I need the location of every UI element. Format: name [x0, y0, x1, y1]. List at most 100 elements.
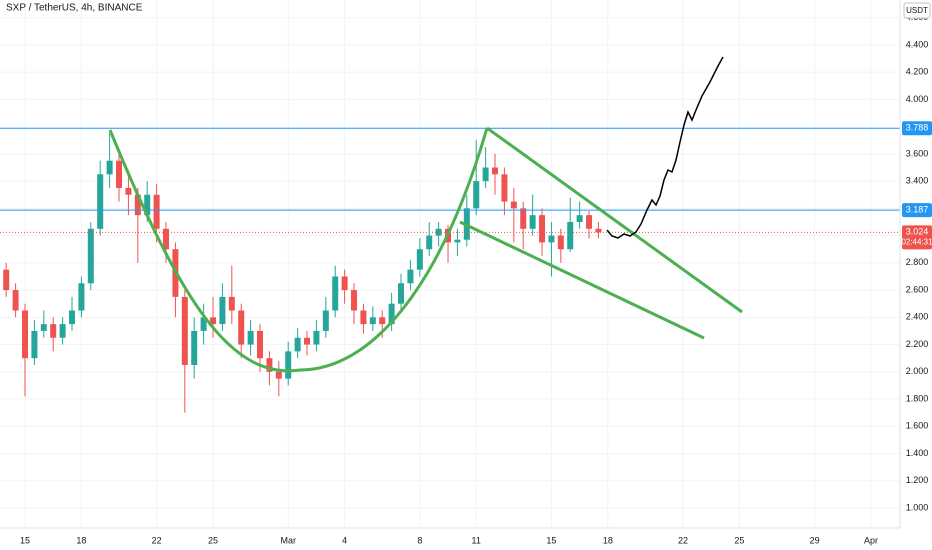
candle-body: [134, 194, 141, 216]
x-tick-label: 15: [546, 535, 556, 545]
candle-body: [106, 160, 113, 175]
candle-body: [482, 167, 489, 182]
x-tick-label: 25: [734, 535, 744, 545]
y-tick-label: 1.800: [906, 393, 929, 403]
candle-body: [454, 239, 461, 243]
candle-body: [191, 330, 198, 365]
candle-body: [379, 317, 386, 325]
chart-title: SXP / TetherUS, 4h, BINANCE: [6, 3, 143, 14]
projection: [606, 56, 724, 239]
candle-body: [501, 174, 508, 202]
y-tick-label: 1.200: [906, 475, 929, 485]
candle-body: [266, 358, 273, 372]
candle-body: [210, 317, 217, 325]
price-label: 3.788: [906, 123, 929, 133]
candle-body: [492, 167, 499, 175]
candle-body: [12, 290, 19, 311]
y-tick-label: 1.400: [906, 448, 929, 458]
y-tick-label: 3.600: [906, 148, 929, 158]
candle-body: [294, 337, 301, 352]
y-tick-label: 4.000: [906, 94, 929, 104]
x-tick-label: 15: [20, 535, 30, 545]
price-label-box: [902, 121, 932, 136]
candles: [0, 127, 900, 413]
candle-body: [510, 201, 517, 209]
x-tick-label: 8: [417, 535, 422, 545]
y-tick-label: 2.200: [906, 339, 929, 349]
y-axis-label: USDT: [906, 6, 928, 15]
candle-body: [116, 160, 123, 188]
candle-body: [40, 324, 47, 331]
candle-body: [153, 194, 160, 229]
candle-body: [200, 317, 207, 331]
last-price-label: 3.024: [906, 227, 929, 237]
candle-body: [97, 174, 104, 229]
y-tick-label: 2.400: [906, 312, 929, 322]
last-price-box: [902, 225, 932, 250]
x-tick-label: Mar: [280, 535, 296, 545]
candle-body: [304, 337, 311, 345]
candle-body: [548, 235, 555, 243]
x-tick-label: Apr: [864, 535, 878, 545]
x-tick-label: 25: [208, 535, 218, 545]
candle-body: [125, 187, 132, 195]
y-tick-label: 4.200: [906, 67, 929, 77]
candle-body: [247, 330, 254, 345]
cup-curve: [108, 127, 489, 373]
y-tick-label: 2.600: [906, 284, 929, 294]
candle-body: [275, 371, 282, 379]
candle-body: [238, 310, 245, 345]
x-tick-label: 11: [472, 535, 481, 545]
candle-body: [520, 208, 527, 229]
candle-body: [50, 324, 57, 338]
candle-body: [31, 330, 38, 359]
candle-body: [163, 228, 170, 250]
candle-body: [3, 269, 10, 291]
drawings: [108, 56, 743, 373]
candle-body: [59, 324, 66, 338]
candle-body: [473, 181, 480, 209]
candle-body: [332, 276, 339, 311]
x-tick-label: 18: [76, 535, 86, 545]
candle-body: [285, 351, 292, 379]
countdown-label: 02:44:31: [901, 237, 932, 246]
candle-body: [144, 194, 151, 216]
candle-body: [87, 228, 94, 284]
x-tick-label: 22: [678, 535, 688, 545]
x-tick-label: 18: [603, 535, 613, 545]
candle-body: [567, 221, 574, 250]
trend-line: [459, 220, 705, 340]
y-tick-label: 4.400: [906, 39, 929, 49]
y-tick-label: 2.000: [906, 366, 929, 376]
candle-body: [529, 215, 536, 229]
candle-body: [595, 228, 602, 233]
candle-body: [416, 249, 423, 270]
candle-body: [219, 296, 226, 325]
price-label: 3.187: [906, 205, 929, 215]
candle-body: [69, 310, 76, 325]
candle-body: [388, 303, 395, 325]
x-tick-label: 29: [810, 535, 820, 545]
candle-body: [360, 310, 367, 325]
unit-box: [903, 2, 931, 19]
y-tick-label: 1.600: [906, 421, 929, 431]
candle-body: [576, 215, 583, 222]
candle-body: [398, 283, 405, 304]
candle-body: [539, 215, 546, 243]
candle-body: [426, 235, 433, 250]
candle-body: [586, 215, 593, 229]
candle-body: [341, 276, 348, 291]
price-label-box: [902, 203, 932, 218]
candle-body: [228, 296, 235, 311]
x-tick-label: 4: [342, 535, 347, 545]
candle-body: [407, 269, 414, 284]
y-tick-label: 3.400: [906, 176, 929, 186]
trend-line: [486, 126, 743, 314]
y-tick-label: 1.000: [906, 502, 929, 512]
candle-body: [257, 330, 264, 359]
candle-body: [322, 310, 329, 331]
candle-body: [369, 317, 376, 325]
candle-body: [351, 290, 358, 311]
